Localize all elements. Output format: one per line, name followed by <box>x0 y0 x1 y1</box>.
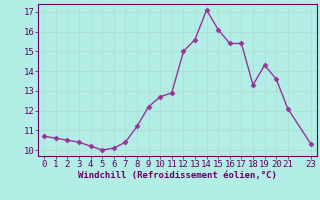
X-axis label: Windchill (Refroidissement éolien,°C): Windchill (Refroidissement éolien,°C) <box>78 171 277 180</box>
